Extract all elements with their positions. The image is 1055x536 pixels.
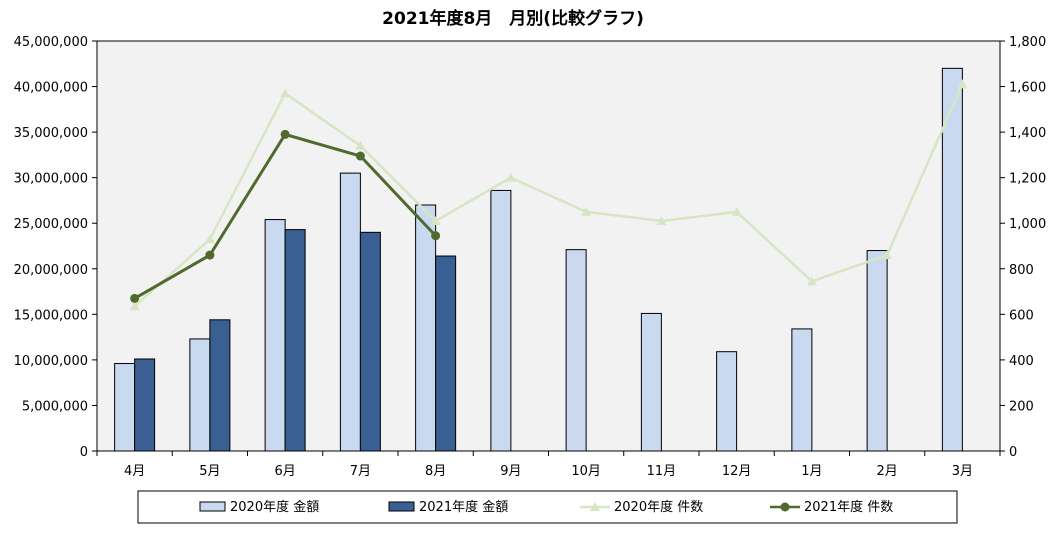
bar-2020-amount <box>866 250 888 452</box>
left-tick-label: 40,000,000 <box>14 81 88 96</box>
bar-2021-amount <box>209 319 231 452</box>
point-2020-count <box>882 250 893 260</box>
point-2020-count <box>505 172 516 182</box>
x-tick-label: 2月 <box>876 464 897 479</box>
x-tick-label: 12月 <box>722 464 752 479</box>
bar-2020-amount <box>114 363 136 452</box>
x-tick-label: 10月 <box>571 464 601 479</box>
legend: 2020年度 金額 2021年度 金額 2020年度 件数 2021年度 件数 <box>137 490 958 524</box>
legend-label-2021-count: 2021年度 件数 <box>804 499 893 515</box>
point-2021-count <box>130 293 140 303</box>
right-axis: 0 200 400 600 800 1,000 1,200 1,400 1,600 1,800 <box>1000 35 1046 460</box>
x-tick-label: 1月 <box>801 464 822 479</box>
left-tick-label: 10,000,000 <box>14 354 88 369</box>
bar-2021-amount <box>134 358 156 452</box>
bar-2020-amount <box>339 172 361 452</box>
right-tick-label: 1,800 <box>1009 35 1046 50</box>
bar-2020-amount <box>415 204 437 452</box>
bars <box>114 67 963 452</box>
bar-2021-amount <box>284 229 306 452</box>
left-tick-label: 25,000,000 <box>14 217 88 232</box>
point-2021-count <box>205 250 215 260</box>
point-2020-count <box>731 206 742 216</box>
x-tick-label: 6月 <box>274 464 295 479</box>
left-tick-label: 45,000,000 <box>14 35 88 50</box>
left-tick-label: 20,000,000 <box>14 263 88 278</box>
left-tick-label: 35,000,000 <box>14 126 88 141</box>
lines <box>129 79 968 311</box>
point-2020-count <box>204 234 215 244</box>
right-tick-label: 600 <box>1009 308 1034 323</box>
left-axis: 0 5,000,000 10,000,000 15,000,000 20,000,000… <box>14 35 97 460</box>
x-tick-label: 3月 <box>952 464 973 479</box>
bar-2020-amount <box>189 338 211 452</box>
left-tick-label: 5,000,000 <box>22 399 88 414</box>
left-tick-label: 30,000,000 <box>14 172 88 187</box>
point-2020-count <box>806 276 817 286</box>
point-2020-count <box>129 301 140 311</box>
point-2020-count <box>355 140 366 150</box>
point-2020-count <box>430 215 441 225</box>
point-2020-count <box>656 215 667 225</box>
point-2020-count <box>280 88 291 98</box>
x-tick-label: 11月 <box>647 464 677 479</box>
point-2020-count <box>581 206 592 216</box>
point-2021-count <box>431 231 441 241</box>
point-2021-count <box>355 151 365 161</box>
left-tick-label: 15,000,000 <box>14 308 88 323</box>
x-tick-label: 4月 <box>124 464 145 479</box>
bar-2020-amount <box>791 328 813 452</box>
bar-2021-amount <box>435 255 457 452</box>
left-tick-label: 0 <box>80 445 88 460</box>
legend-swatch-2021-amount <box>388 501 415 512</box>
x-tick-label: 9月 <box>500 464 521 479</box>
plot-area <box>96 40 1001 452</box>
right-tick-label: 400 <box>1009 354 1034 369</box>
x-axis: 4月 5月 6月 7月 8月 9月 10月 11月 12月 1月 2月 3月 <box>96 451 1001 479</box>
point-2021-count <box>280 129 290 139</box>
legend-swatch-2020-amount <box>199 501 226 512</box>
legend-label-2020-count: 2020年度 件数 <box>614 499 703 515</box>
legend-marker-2020-count <box>590 502 600 511</box>
x-tick-label: 8月 <box>425 464 446 479</box>
right-tick-label: 1,000 <box>1009 217 1046 232</box>
legend-label-2021-amount: 2021年度 金額 <box>419 499 508 515</box>
legend-label-2020-amount: 2020年度 金額 <box>230 499 319 515</box>
right-tick-label: 1,200 <box>1009 172 1046 187</box>
right-tick-label: 1,600 <box>1009 81 1046 96</box>
right-tick-label: 800 <box>1009 263 1034 278</box>
bar-2020-amount <box>941 67 963 452</box>
right-tick-label: 1,400 <box>1009 126 1046 141</box>
legend-box <box>137 490 958 524</box>
legend-marker-2021-count <box>780 502 790 512</box>
bar-2020-amount <box>716 351 738 452</box>
line-2020-count <box>133 83 964 308</box>
bar-2020-amount <box>264 219 286 452</box>
right-tick-label: 200 <box>1009 399 1034 414</box>
x-tick-label: 5月 <box>199 464 220 479</box>
right-tick-label: 0 <box>1009 445 1017 460</box>
bar-2020-amount <box>565 249 587 452</box>
bar-2021-amount <box>359 231 381 452</box>
x-tick-label: 7月 <box>350 464 371 479</box>
bar-2020-amount <box>640 312 662 452</box>
chart-title: 2021年度8月 月別(比較グラフ) <box>382 8 644 29</box>
bar-2020-amount <box>490 189 512 452</box>
point-2020-count <box>957 79 968 89</box>
